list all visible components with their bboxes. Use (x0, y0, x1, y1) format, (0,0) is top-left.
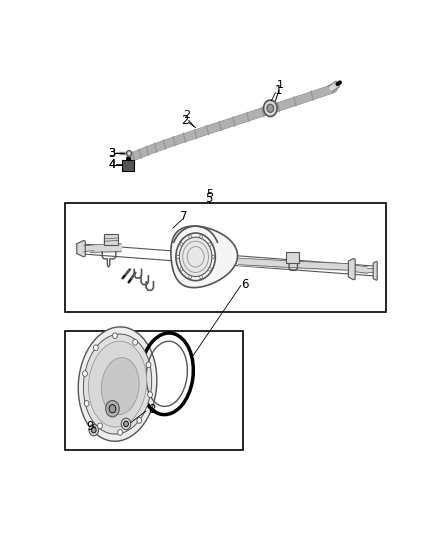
Text: 3: 3 (108, 147, 116, 159)
Text: 8: 8 (148, 403, 155, 416)
Text: 4: 4 (108, 159, 115, 169)
Circle shape (133, 340, 138, 345)
Bar (122, 160, 134, 171)
Text: 5: 5 (206, 189, 213, 199)
Bar (65, 204, 386, 312)
Ellipse shape (102, 358, 139, 415)
Circle shape (106, 400, 119, 417)
Bar (65, 330, 243, 450)
Bar (286, 252, 299, 263)
Circle shape (264, 100, 277, 117)
Circle shape (84, 400, 89, 406)
Circle shape (180, 268, 183, 271)
Polygon shape (373, 261, 377, 280)
Text: 5: 5 (205, 192, 213, 205)
Text: 7: 7 (180, 210, 187, 223)
Bar (126, 157, 130, 160)
Circle shape (113, 333, 117, 338)
Circle shape (189, 235, 191, 238)
Circle shape (177, 255, 179, 259)
Polygon shape (348, 259, 355, 280)
Text: 1: 1 (275, 84, 283, 96)
Text: 6: 6 (241, 278, 249, 291)
Circle shape (92, 427, 96, 433)
Circle shape (83, 370, 87, 376)
Circle shape (146, 362, 151, 368)
Ellipse shape (78, 327, 157, 441)
Circle shape (137, 417, 141, 423)
Circle shape (189, 276, 191, 279)
Bar (104, 234, 118, 245)
Text: 4: 4 (108, 158, 116, 171)
Circle shape (121, 418, 131, 430)
Text: 3: 3 (108, 148, 115, 158)
Text: 9: 9 (86, 420, 93, 433)
Ellipse shape (88, 341, 147, 427)
Circle shape (148, 392, 152, 398)
Circle shape (93, 345, 98, 351)
Circle shape (180, 243, 183, 246)
Polygon shape (77, 240, 85, 257)
Circle shape (109, 405, 116, 413)
Circle shape (200, 235, 202, 238)
Circle shape (267, 104, 274, 112)
Circle shape (200, 276, 202, 279)
Text: 1: 1 (277, 80, 284, 90)
Circle shape (179, 237, 212, 277)
Circle shape (124, 421, 128, 427)
Circle shape (212, 255, 215, 259)
Circle shape (127, 150, 131, 156)
Circle shape (89, 424, 99, 436)
Ellipse shape (83, 334, 152, 434)
Circle shape (208, 268, 211, 271)
Text: 2: 2 (180, 114, 188, 127)
Circle shape (98, 423, 102, 429)
Text: 2: 2 (183, 110, 190, 120)
Polygon shape (171, 226, 237, 288)
Circle shape (118, 430, 123, 435)
Circle shape (208, 243, 211, 246)
